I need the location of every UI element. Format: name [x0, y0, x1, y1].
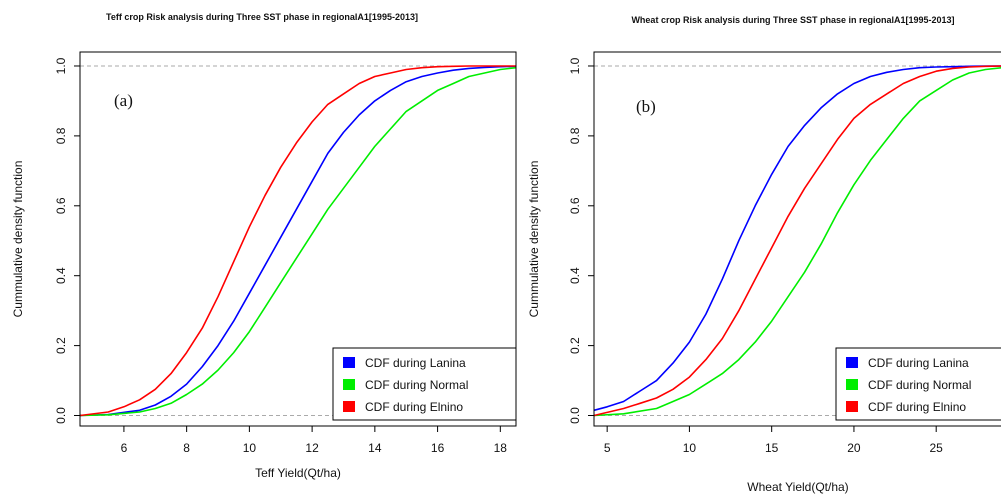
series-line: [593, 65, 1001, 417]
y-tick-label: 0.2: [568, 337, 582, 354]
y-tick-label: 1.0: [54, 57, 68, 74]
x-tick-label: 14: [368, 441, 382, 455]
x-tick-label: 5: [604, 441, 611, 455]
legend-label: CDF during Lanina: [365, 356, 466, 370]
x-tick-label: 20: [847, 441, 861, 455]
y-tick-label: 0.2: [54, 337, 68, 354]
y-tick-label: 0.6: [54, 197, 68, 214]
x-tick-label: 18: [494, 441, 508, 455]
y-tick-label: 0.4: [54, 267, 68, 284]
y-tick-label: 0.4: [568, 267, 582, 284]
x-tick-label: 10: [243, 441, 257, 455]
y-tick-label: 0.6: [568, 197, 582, 214]
y-tick-label: 0.0: [54, 407, 68, 424]
series-line: [79, 66, 517, 417]
panel-label: (a): [114, 91, 133, 110]
y-tick-label: 1.0: [568, 57, 582, 74]
x-tick-label: 12: [305, 441, 319, 455]
legend-box: [332, 347, 517, 421]
legend-label: CDF during Normal: [365, 378, 468, 392]
teff-cdf-chart: Teff crop Risk analysis during Three SST…: [11, 12, 517, 480]
legend-label: CDF during Normal: [868, 378, 971, 392]
x-tick-label: 8: [183, 441, 190, 455]
legend-swatch: [846, 357, 858, 368]
plot-frame: [593, 51, 1001, 427]
legend-label: CDF during Lanina: [868, 356, 969, 370]
y-tick-label: 0.0: [568, 407, 582, 424]
x-tick-label: 15: [765, 441, 779, 455]
series-line: [593, 67, 1001, 417]
y-axis-label: Cummulative density function: [527, 161, 541, 318]
legend-swatch: [343, 379, 355, 390]
x-tick-label: 25: [930, 441, 944, 455]
wheat-cdf-chart: Wheat crop Risk analysis during Three SS…: [527, 15, 1001, 494]
x-tick-label: 6: [121, 441, 128, 455]
y-tick-label: 0.8: [54, 127, 68, 144]
x-tick-label: 16: [431, 441, 445, 455]
chart-title: Teff crop Risk analysis during Three SST…: [106, 12, 418, 22]
x-axis-label: Teff Yield(Qt/ha): [255, 466, 341, 480]
legend-box: [835, 347, 1001, 421]
legend-swatch: [343, 357, 355, 368]
plot-frame: [79, 51, 517, 427]
series-line: [593, 65, 1001, 412]
x-tick-label: 10: [683, 441, 697, 455]
legend-swatch: [343, 401, 355, 412]
panel-label: (b): [636, 97, 656, 116]
legend-swatch: [846, 401, 858, 412]
x-axis-label: Wheat Yield(Qt/ha): [747, 480, 848, 494]
legend-swatch: [846, 379, 858, 390]
y-tick-label: 0.8: [568, 127, 582, 144]
legend-label: CDF during Elnino: [868, 400, 966, 414]
chart-title: Wheat crop Risk analysis during Three SS…: [631, 15, 954, 25]
series-line: [79, 65, 516, 417]
series-line: [79, 65, 517, 417]
y-axis-label: Cummulative density function: [11, 161, 25, 318]
legend-label: CDF during Elnino: [365, 400, 463, 414]
